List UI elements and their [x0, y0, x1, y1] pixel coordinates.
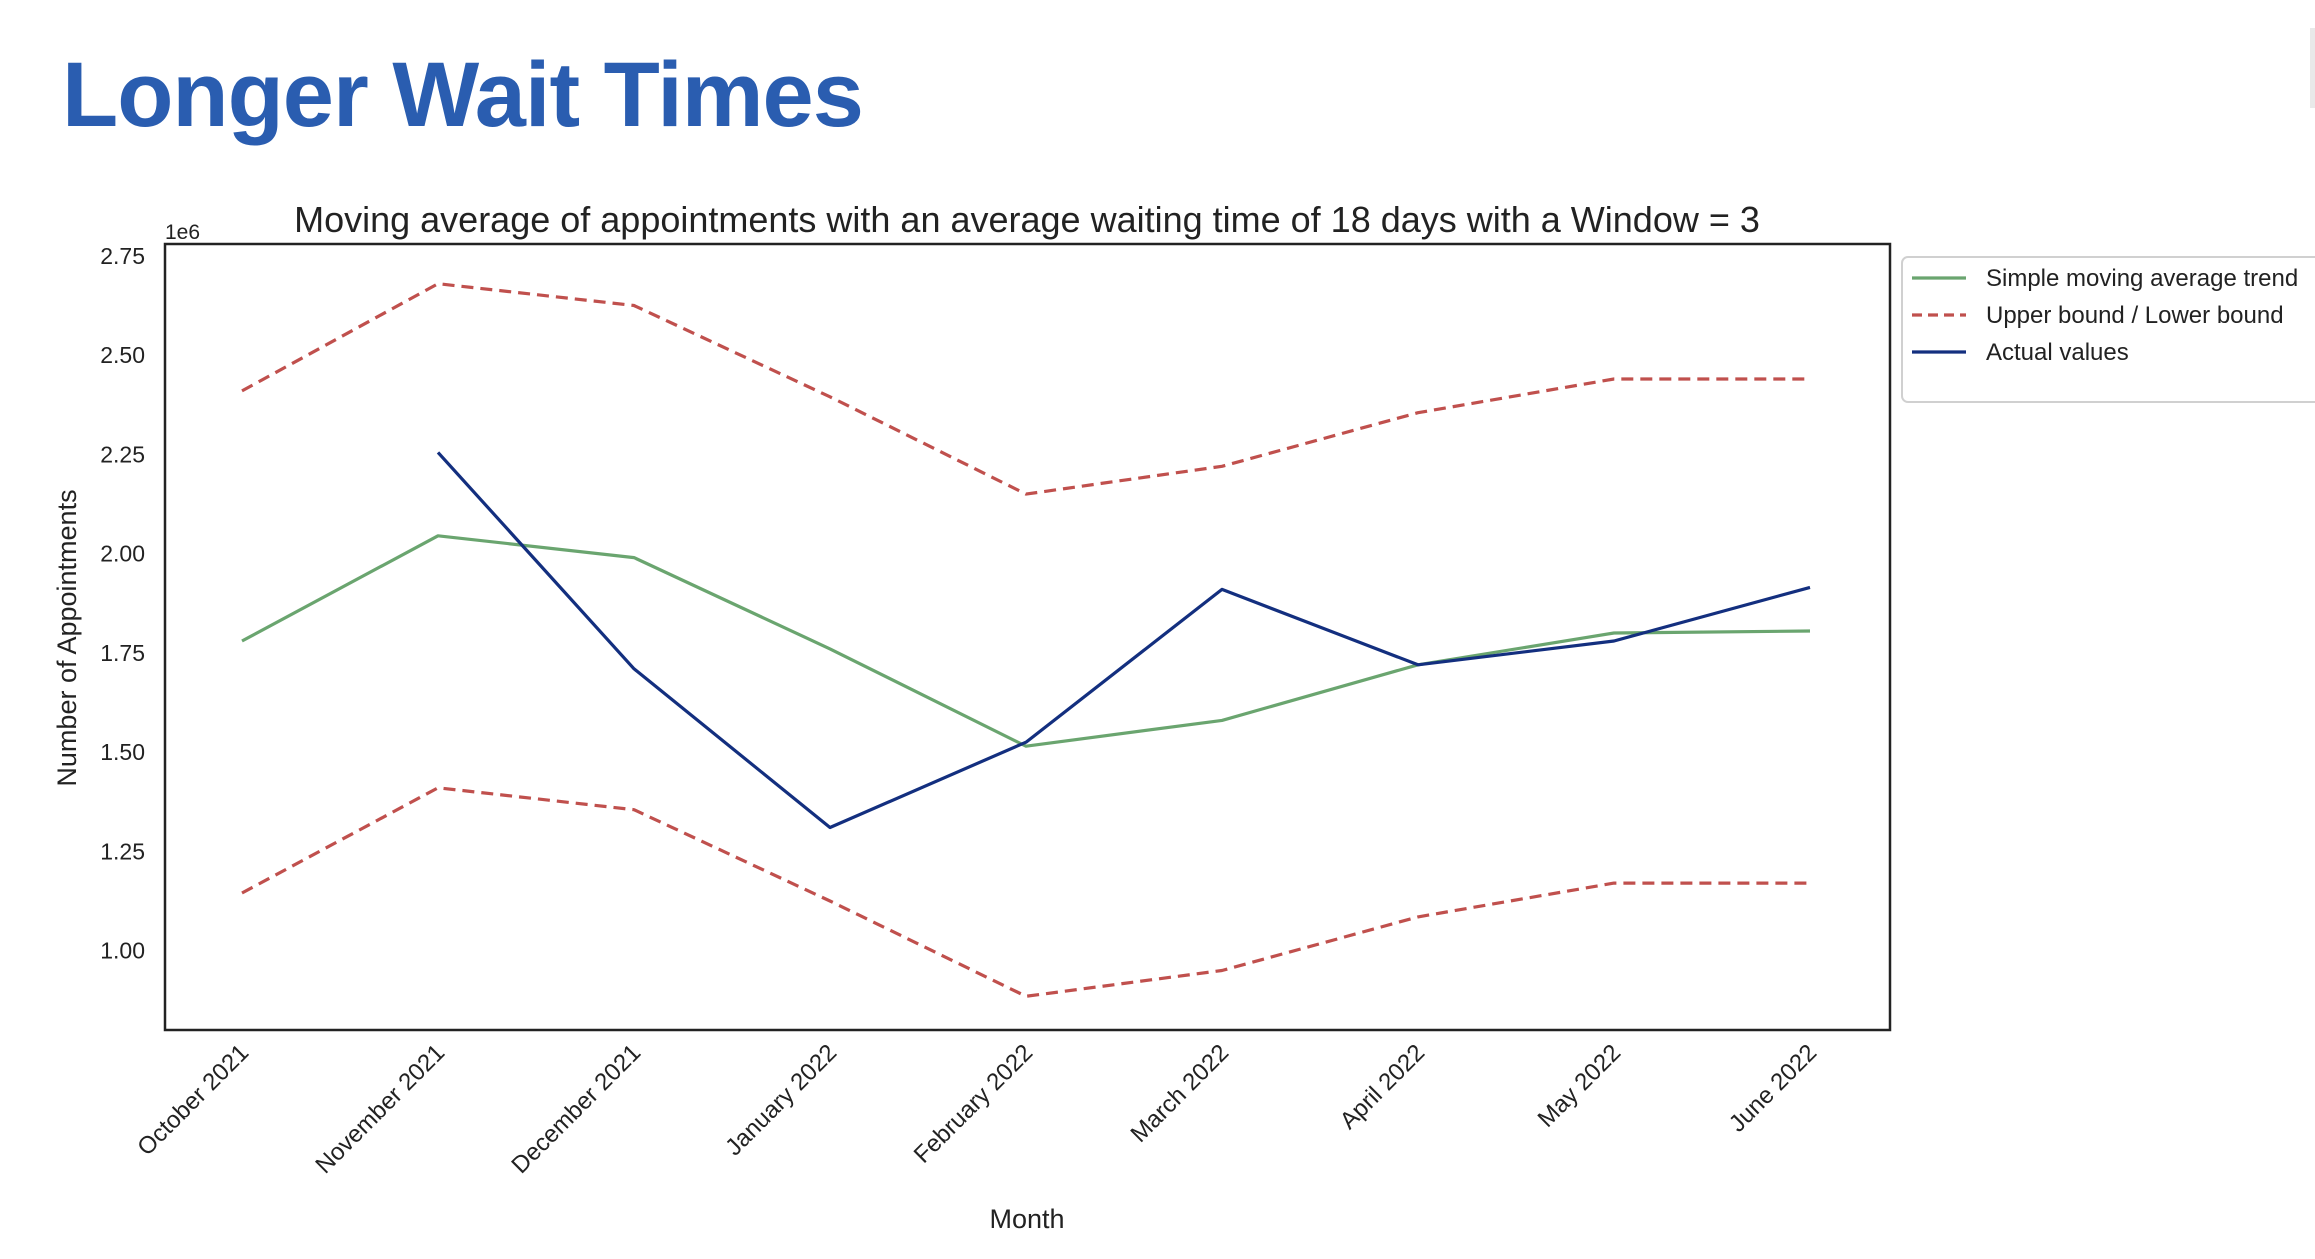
y-tick-label: 2.50 — [100, 342, 145, 368]
legend-frame — [1901, 256, 2315, 403]
y-tick-label: 1.25 — [100, 838, 145, 864]
legend-label: Actual values — [1986, 339, 2129, 366]
slide-title: Longer Wait Times — [62, 44, 864, 146]
series-line — [436, 451, 1811, 830]
x-tick-label: February 2022 — [909, 1039, 1038, 1168]
x-axis-label: Month — [989, 1204, 1064, 1234]
y-tick-label: 1.50 — [100, 739, 145, 765]
plot-area — [163, 242, 1892, 1032]
x-tick-label: October 2021 — [132, 1039, 254, 1161]
y-tick-label: 1.00 — [100, 938, 145, 964]
series-line — [241, 534, 1811, 748]
x-tick-label: May 2022 — [1533, 1039, 1627, 1133]
slide-edge-decoration — [2310, 28, 2315, 108]
y-tick-label: 2.75 — [100, 243, 145, 269]
legend-label: Simple moving average trend — [1986, 265, 2298, 292]
x-tick-label: April 2022 — [1335, 1039, 1431, 1135]
x-tick-label: December 2021 — [506, 1039, 646, 1179]
chart-legend: Simple moving average trend Upper bound /… — [1901, 256, 2315, 403]
x-tick-label: June 2022 — [1724, 1039, 1822, 1137]
series-line — [241, 786, 1810, 998]
chart-title: Moving average of appointments with an a… — [294, 199, 1760, 240]
x-tick-label: March 2022 — [1126, 1039, 1235, 1148]
y-tick-label: 2.00 — [100, 541, 145, 567]
x-tick-label: January 2022 — [720, 1039, 842, 1161]
y-axis-multiplier: 1e6 — [165, 221, 200, 244]
x-tick-label: November 2021 — [310, 1039, 450, 1179]
y-axis-label: Number of Appointments — [52, 489, 82, 786]
y-tick-label: 2.25 — [100, 441, 145, 467]
y-tick-label: 1.75 — [100, 640, 145, 666]
legend-label: Upper bound / Lower bound — [1986, 302, 2284, 329]
series-line — [241, 282, 1810, 496]
